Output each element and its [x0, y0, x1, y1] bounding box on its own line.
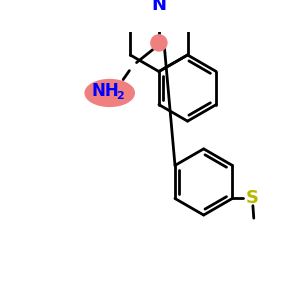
Text: 2: 2	[117, 91, 124, 101]
Text: S: S	[245, 190, 259, 208]
Circle shape	[151, 35, 167, 51]
Text: N: N	[152, 0, 166, 14]
Ellipse shape	[85, 80, 134, 106]
Text: NH: NH	[92, 82, 119, 100]
